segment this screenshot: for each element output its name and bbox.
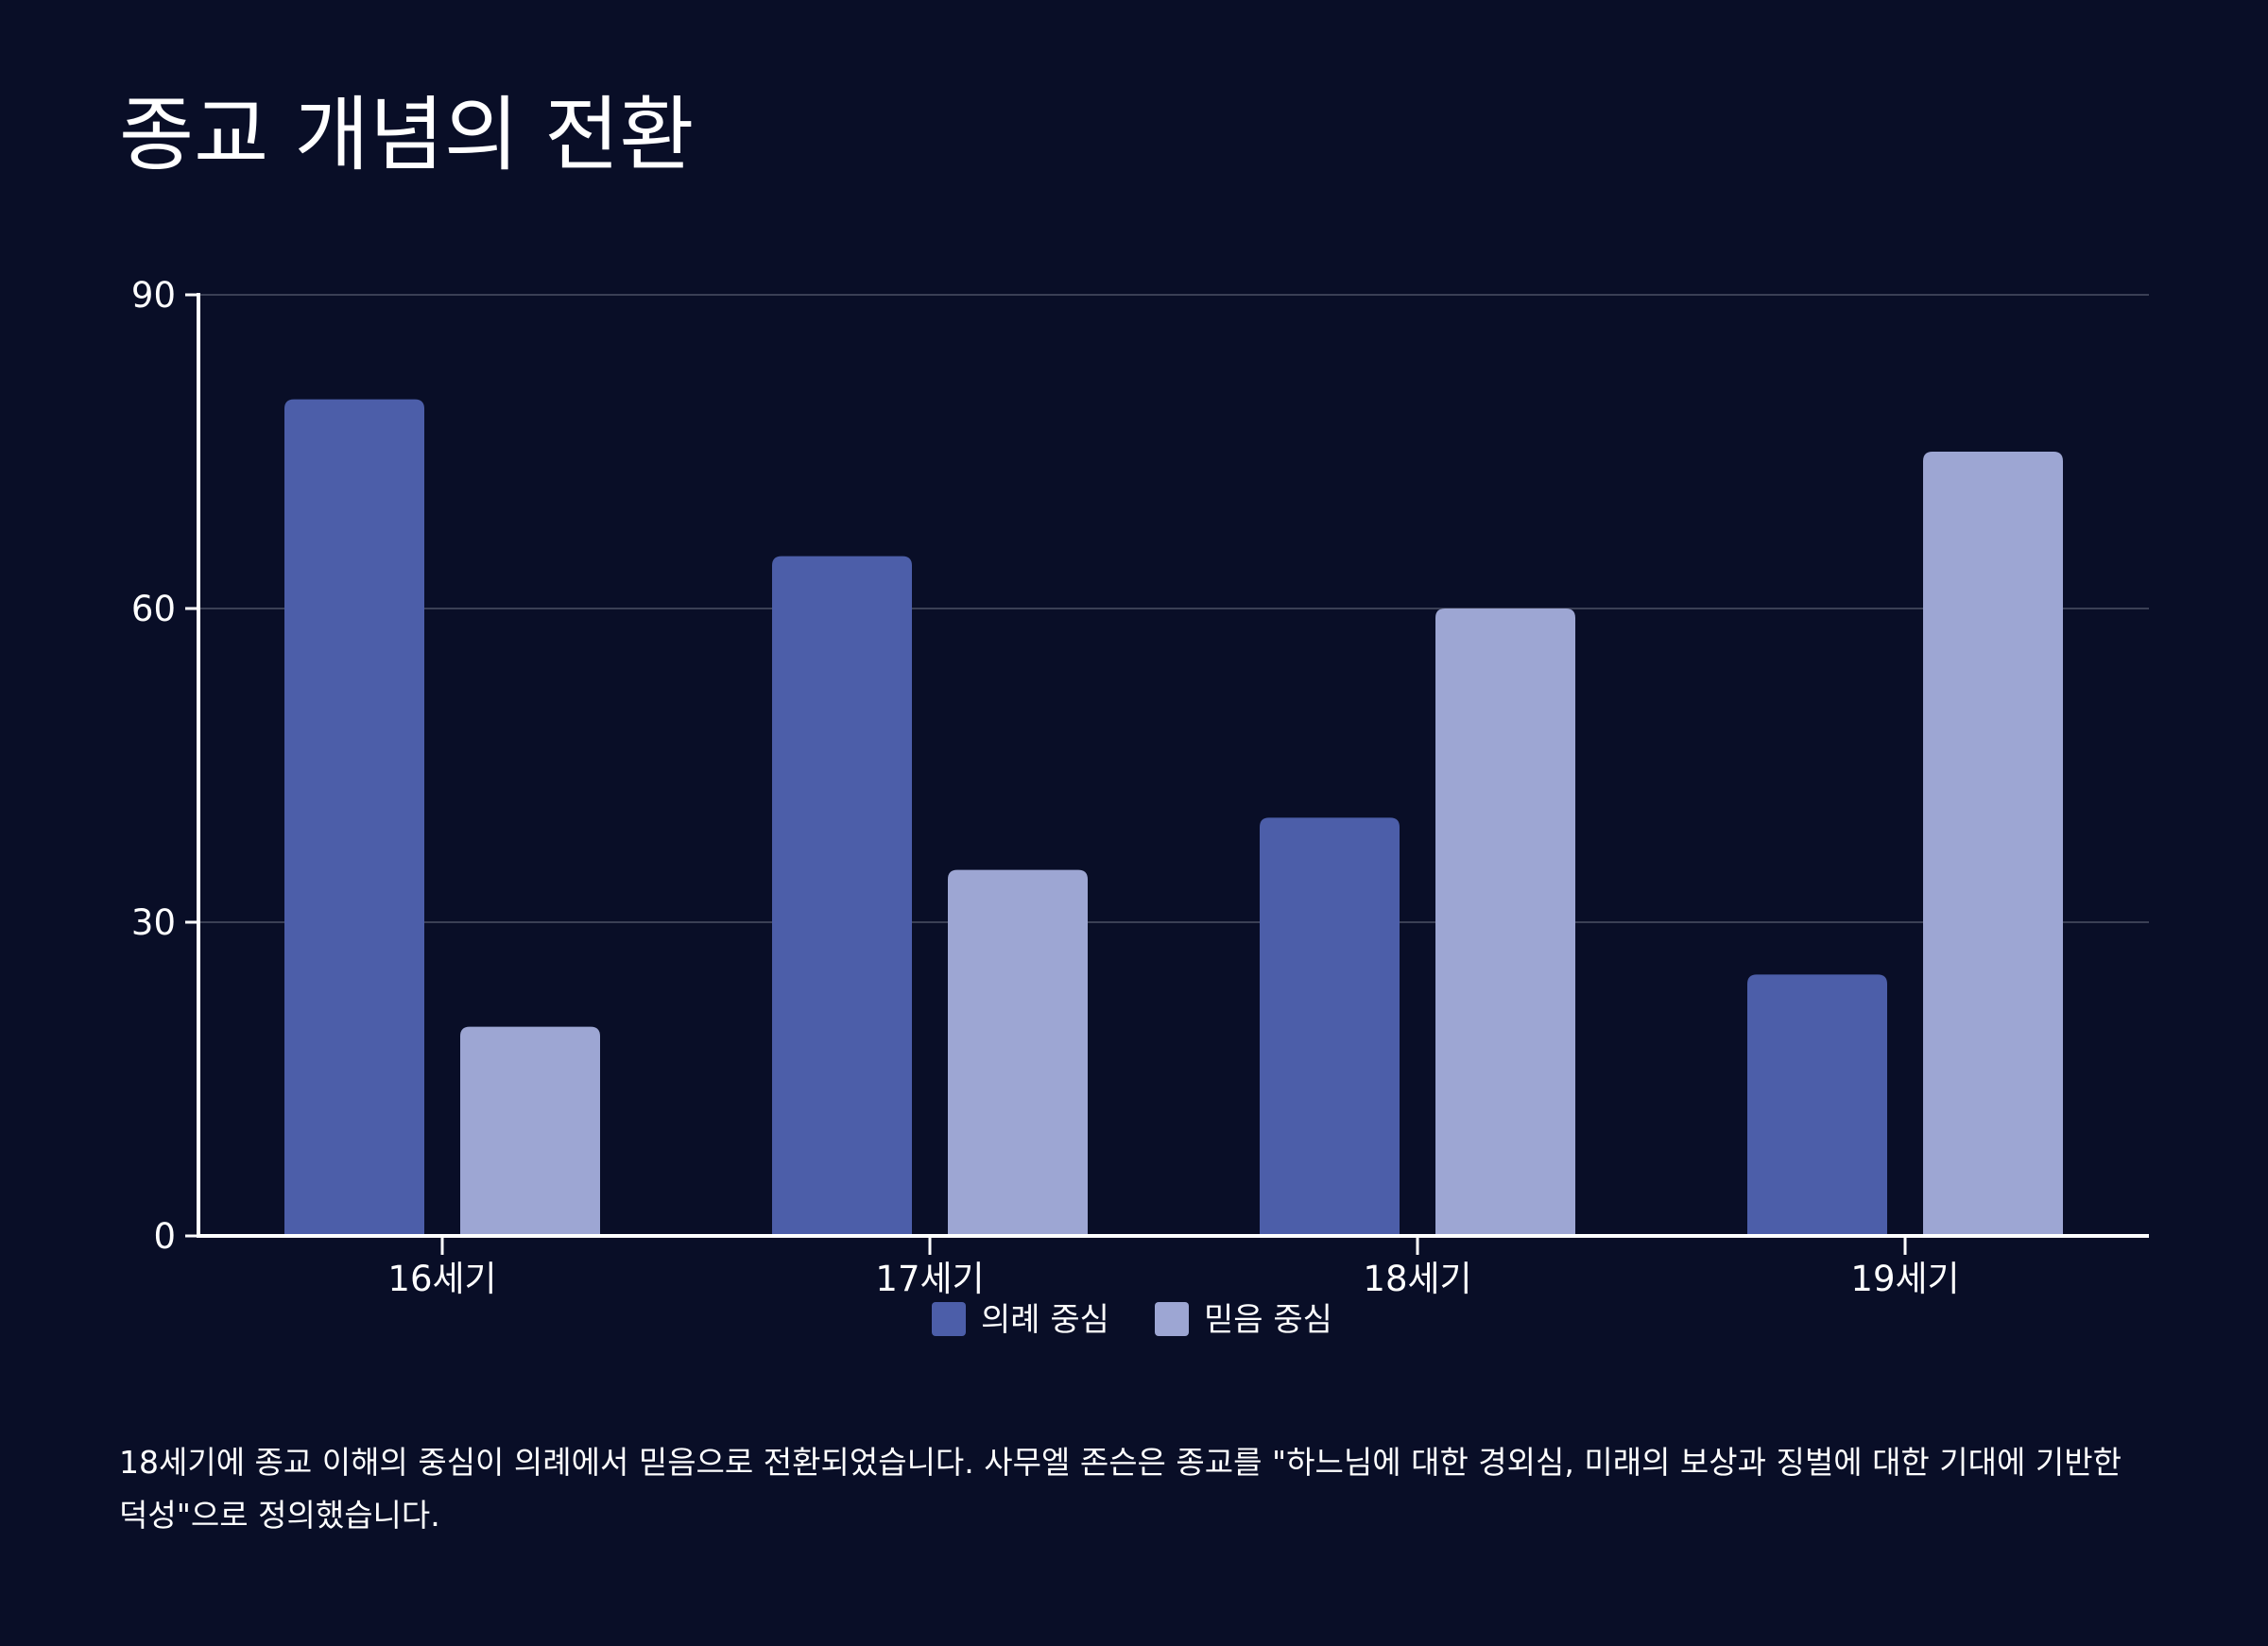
y-tick-label: 60	[131, 589, 176, 629]
gridlines	[198, 294, 2149, 923]
legend-swatch-1	[932, 1302, 966, 1336]
x-tick-label: 18세기	[1363, 1259, 1471, 1299]
x-tick-label: 19세기	[1850, 1259, 1959, 1299]
bar-belief-3	[1435, 609, 1575, 1236]
bar-ritual-3	[1260, 817, 1400, 1236]
axes: 0 30 60 90 16세기 17세기 18세기 19세기	[131, 275, 2149, 1299]
legend: 의례 중심 믿음 중심	[932, 1301, 1332, 1339]
legend-label-2: 믿음 중심	[1204, 1301, 1332, 1339]
x-tick-label: 17세기	[875, 1259, 984, 1299]
bar-ritual-4	[1747, 974, 1887, 1236]
y-tick-label: 0	[153, 1216, 176, 1257]
bar-belief-1	[460, 1026, 600, 1236]
bar-chart: 0 30 60 90 16세기 17세기 18세기 19세기 의례 중심 믿음 중심	[131, 275, 2149, 1339]
y-tick-label: 90	[131, 275, 176, 316]
bars	[284, 399, 2063, 1237]
bar-belief-2	[948, 869, 1088, 1236]
bar-ritual-1	[284, 399, 424, 1237]
bar-belief-4	[1923, 452, 2063, 1236]
y-tick-label: 30	[131, 902, 176, 943]
legend-label-1: 의례 중심	[981, 1301, 1109, 1339]
chart-title: 종교 개념의 전환	[119, 88, 695, 182]
bar-ritual-2	[772, 556, 912, 1236]
x-tick-label: 16세기	[387, 1259, 496, 1299]
chart-caption: 18세기에 종교 이해의 중심이 의례에서 믿음으로 전환되었습니다. 사무엘 …	[119, 1444, 2122, 1534]
legend-swatch-2	[1155, 1302, 1189, 1336]
